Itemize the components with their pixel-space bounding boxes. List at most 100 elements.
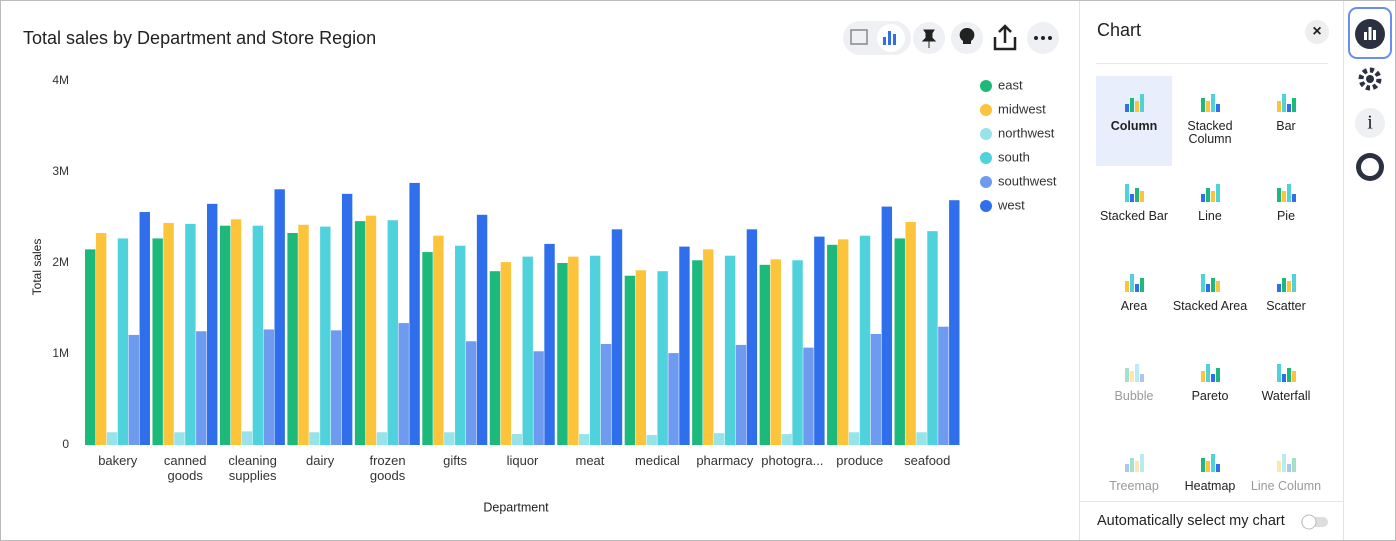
table-icon[interactable] xyxy=(850,29,868,45)
bar xyxy=(735,344,747,445)
chart-tab[interactable] xyxy=(1348,7,1392,59)
chart-type-label: Stacked Column xyxy=(1187,119,1233,146)
icon-part xyxy=(1211,454,1215,472)
chart-type-option[interactable]: Scatter xyxy=(1248,256,1324,346)
chart-type-label: Stacked Area xyxy=(1172,299,1248,313)
bar xyxy=(263,329,274,445)
share-button[interactable] xyxy=(993,24,1017,51)
icon-part xyxy=(1206,284,1210,292)
icon-part xyxy=(1282,278,1286,292)
chart-type-option[interactable]: Line Column xyxy=(1248,436,1324,502)
chart-type-option[interactable]: Column xyxy=(1096,76,1172,166)
bar xyxy=(557,263,568,445)
bar xyxy=(128,334,140,445)
chart-type-option[interactable]: Pie xyxy=(1248,166,1324,256)
icon-part xyxy=(1282,454,1286,472)
sidebar-icons: i xyxy=(1348,7,1392,181)
bar xyxy=(398,323,409,445)
bulb-icon xyxy=(959,27,975,44)
icon-part xyxy=(1140,191,1144,202)
bar xyxy=(163,222,174,445)
x-tick-label: photogra... xyxy=(761,453,824,468)
icon-part xyxy=(1201,458,1205,472)
chart-type-option[interactable]: Heatmap xyxy=(1172,436,1248,502)
legend-marker xyxy=(980,80,992,92)
chart-panel: Chart × Column Stacked Column Bar Stacked B… xyxy=(1079,1,1344,540)
chart-type-option[interactable]: Stacked Area xyxy=(1172,256,1248,346)
icon-part xyxy=(1206,188,1210,202)
chart-type-option[interactable]: Bubble xyxy=(1096,346,1172,436)
bar xyxy=(230,219,242,445)
chart-type-label: Scatter xyxy=(1266,299,1306,313)
icon-part xyxy=(1211,374,1215,382)
chart-type-option[interactable]: Treemap xyxy=(1096,436,1172,502)
chart-type-label: Column xyxy=(1110,119,1158,133)
bar xyxy=(668,353,679,445)
x-tick-label: seafood xyxy=(904,453,951,468)
chart: Total sales by Department and Store Regi… xyxy=(23,21,1059,514)
bar xyxy=(837,239,849,445)
bar xyxy=(185,223,196,445)
legend-marker xyxy=(980,152,992,164)
toolbar[interactable] xyxy=(843,21,1059,55)
legend-label: south xyxy=(998,149,1030,164)
chart-type-option[interactable]: Pareto xyxy=(1172,346,1248,436)
bar xyxy=(657,271,668,445)
bar xyxy=(465,341,477,445)
icon-part xyxy=(1125,104,1129,112)
icon-part xyxy=(1277,461,1281,472)
bar xyxy=(600,343,612,445)
bar xyxy=(409,182,420,446)
icon-part xyxy=(1125,184,1129,202)
chart-type-icon xyxy=(1201,454,1220,472)
bar xyxy=(635,270,647,445)
bar xyxy=(376,432,388,445)
bar xyxy=(139,212,150,445)
bar xyxy=(455,245,466,445)
bar xyxy=(589,255,601,445)
icon-part xyxy=(1292,274,1296,292)
icon-part xyxy=(1206,101,1210,112)
icon xyxy=(893,34,896,45)
bar xyxy=(770,259,781,445)
icon-part xyxy=(1130,371,1134,382)
icon-part xyxy=(1211,278,1215,292)
chart-title: Total sales by Department and Store Regi… xyxy=(23,28,376,48)
icon xyxy=(1364,32,1367,40)
chart-type-option[interactable]: Stacked Column xyxy=(1172,76,1248,166)
bar xyxy=(759,264,771,445)
chart-type-icon xyxy=(1277,184,1296,202)
icon-part xyxy=(1287,368,1291,382)
bar xyxy=(309,432,320,445)
chart-type-icon xyxy=(1201,274,1220,292)
icon-part xyxy=(1282,374,1286,382)
legend-marker xyxy=(980,104,992,116)
bar xyxy=(803,347,814,445)
icon xyxy=(1366,75,1374,83)
toggle[interactable] xyxy=(1300,514,1330,530)
chart-type-option[interactable]: Waterfall xyxy=(1248,346,1324,436)
chart-type-option[interactable]: Line xyxy=(1172,166,1248,256)
chart-type-option[interactable]: Bar xyxy=(1248,76,1324,166)
x-tick-label: medical xyxy=(635,453,680,468)
info-tab[interactable] xyxy=(1355,108,1385,138)
icon-part xyxy=(1206,364,1210,382)
icon-part xyxy=(1277,364,1281,382)
icon xyxy=(1041,36,1045,40)
close-button[interactable]: × xyxy=(1305,20,1329,44)
chart-type-label: Waterfall xyxy=(1261,389,1311,403)
bar xyxy=(444,432,455,445)
x-tick-label: gifts xyxy=(443,453,467,468)
chart-type-option[interactable]: Stacked Bar xyxy=(1096,166,1172,256)
chart-type-label: Heatmap xyxy=(1184,479,1236,493)
bar xyxy=(827,244,838,445)
icon-part xyxy=(1140,374,1144,382)
icon-part xyxy=(1216,368,1220,382)
settings-tab[interactable] xyxy=(1358,67,1382,91)
bar xyxy=(859,235,871,445)
chart-type-option[interactable]: Area xyxy=(1096,256,1172,346)
bar xyxy=(713,433,725,445)
legend-marker xyxy=(980,176,992,188)
bar xyxy=(692,260,703,445)
icon-part xyxy=(1130,274,1134,292)
